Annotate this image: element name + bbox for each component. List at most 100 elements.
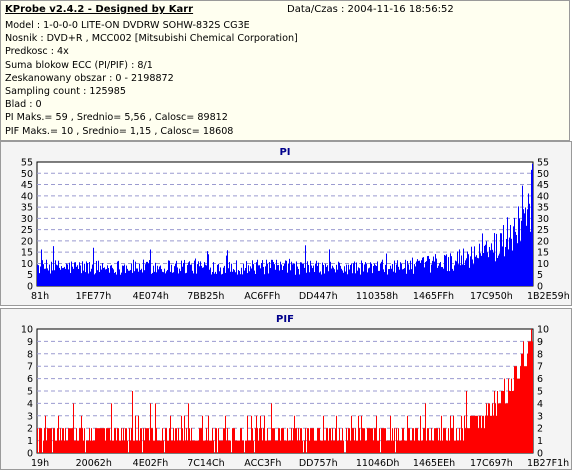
data-bar (126, 428, 127, 453)
data-bar (437, 428, 438, 453)
data-bar (296, 261, 297, 286)
data-bar (280, 440, 281, 453)
data-bar (65, 428, 66, 453)
data-bar (57, 428, 58, 453)
data-bar (193, 273, 194, 286)
data-bar (362, 428, 363, 453)
data-bar (87, 263, 88, 286)
data-bar (287, 428, 288, 453)
data-bar (67, 264, 68, 286)
data-bar (75, 262, 76, 286)
data-bar (90, 440, 91, 453)
data-bar (266, 259, 267, 286)
data-bar (153, 440, 154, 453)
data-bar (232, 428, 233, 453)
y-tick-label-left: 1 (27, 436, 33, 447)
data-bar (237, 440, 238, 453)
data-bar (344, 266, 345, 286)
data-bar (447, 440, 448, 453)
data-bar (452, 268, 453, 286)
data-bar (216, 428, 217, 453)
data-bar (448, 257, 449, 286)
data-bar (73, 268, 74, 286)
data-bar (214, 273, 215, 286)
data-bar (176, 260, 177, 286)
data-bar (298, 428, 299, 453)
data-bar (289, 258, 290, 286)
data-bar (121, 428, 122, 453)
data-bar (382, 259, 383, 286)
data-bar (383, 428, 384, 453)
data-bar (263, 428, 264, 453)
data-bar (487, 252, 488, 286)
data-bar (360, 274, 361, 286)
data-bar (320, 271, 321, 286)
data-bar (497, 391, 498, 453)
data-bar (183, 262, 184, 286)
data-bar (374, 263, 375, 286)
x-tick-label: 1B2E59h (527, 291, 570, 302)
data-bar (377, 440, 378, 453)
data-bar (325, 263, 326, 286)
data-bar (122, 265, 123, 286)
data-bar (202, 267, 203, 286)
data-bar (402, 269, 403, 286)
data-bar (201, 265, 202, 286)
y-tick-label-left: 8 (27, 349, 33, 360)
data-bar (213, 440, 214, 453)
data-bar (378, 270, 379, 286)
data-bar (285, 440, 286, 453)
data-bar (420, 262, 421, 286)
data-bar (303, 263, 304, 286)
data-bar (250, 266, 251, 286)
data-bar (208, 415, 209, 453)
data-bar (235, 272, 236, 286)
data-bar (47, 268, 48, 286)
data-bar (120, 274, 121, 286)
data-bar (288, 263, 289, 286)
x-tick-label: 20062h (76, 458, 112, 469)
data-bar (516, 234, 517, 286)
data-bar (117, 428, 118, 453)
data-bar (46, 259, 47, 286)
data-bar (232, 271, 233, 286)
y-tick-label-left: 45 (21, 180, 33, 191)
data-bar (161, 269, 162, 286)
data-bar (433, 440, 434, 453)
y-tick-label-left: 20 (21, 236, 33, 247)
data-bar (247, 415, 248, 453)
data-bar (218, 263, 219, 286)
data-bar (304, 440, 305, 453)
data-bar (402, 428, 403, 453)
data-bar (136, 268, 137, 286)
data-bar (210, 267, 211, 286)
data-bar (77, 440, 78, 453)
data-bar (462, 264, 463, 286)
data-bar (271, 259, 272, 286)
data-bar (492, 249, 493, 286)
data-bar (323, 264, 324, 286)
data-bar (370, 428, 371, 453)
data-bar (350, 440, 351, 453)
data-bar (505, 403, 506, 453)
data-bar (163, 272, 164, 286)
data-bar (386, 440, 387, 453)
data-bar (297, 440, 298, 453)
data-bar (261, 263, 262, 286)
data-bar (176, 428, 177, 453)
data-bar (126, 265, 127, 286)
data-bar (124, 440, 125, 453)
data-bar (284, 263, 285, 286)
data-bar (428, 255, 429, 286)
data-bar (518, 206, 519, 286)
data-bar (430, 272, 431, 286)
data-bar (235, 440, 236, 453)
data-bar (293, 428, 294, 453)
data-bar (519, 378, 520, 453)
info-speed: Predkosc : 4x (5, 46, 69, 58)
data-bar (260, 268, 261, 286)
data-bar (197, 264, 198, 286)
data-bar (301, 262, 302, 286)
data-bar (156, 272, 157, 286)
data-bar (173, 272, 174, 286)
